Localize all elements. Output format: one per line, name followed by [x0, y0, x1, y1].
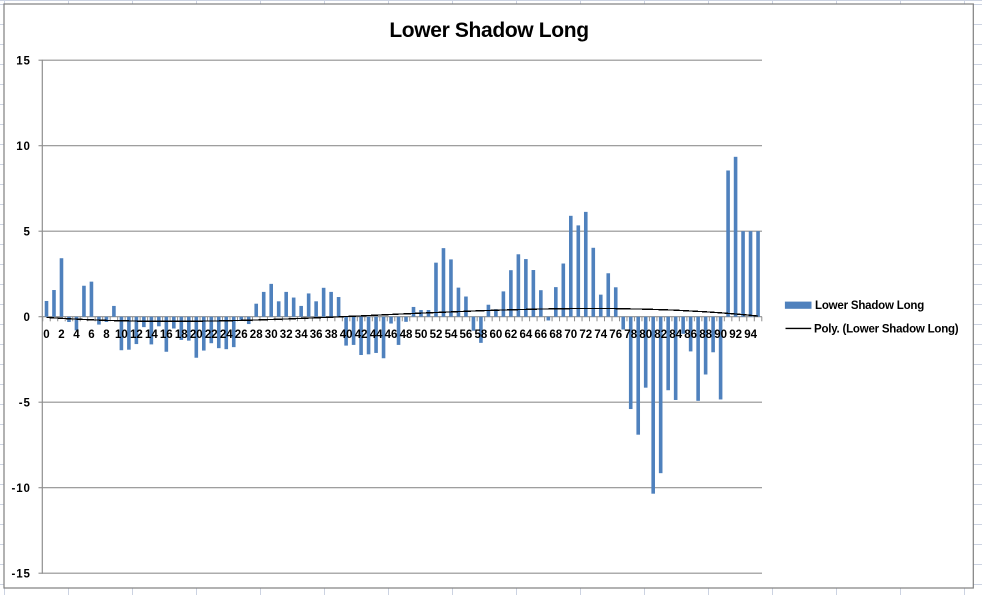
svg-text:70: 70 [564, 329, 577, 341]
svg-text:64: 64 [520, 329, 533, 341]
svg-text:72: 72 [579, 329, 592, 341]
svg-text:54: 54 [445, 329, 458, 341]
svg-text:0: 0 [43, 329, 49, 341]
svg-text:32: 32 [280, 329, 293, 341]
svg-text:88: 88 [699, 329, 712, 341]
svg-text:12: 12 [130, 329, 143, 341]
svg-text:Lower Shadow Long: Lower Shadow Long [389, 19, 588, 42]
svg-text:66: 66 [534, 329, 547, 341]
svg-text:44: 44 [370, 329, 383, 341]
svg-text:62: 62 [505, 329, 518, 341]
svg-text:40: 40 [340, 329, 353, 341]
svg-text:34: 34 [295, 329, 308, 341]
svg-text:10: 10 [115, 329, 128, 341]
svg-text:-15: -15 [11, 568, 30, 580]
svg-text:20: 20 [190, 329, 203, 341]
svg-text:90: 90 [714, 329, 727, 341]
svg-text:60: 60 [490, 329, 503, 341]
svg-text:50: 50 [415, 329, 428, 341]
svg-text:18: 18 [175, 329, 188, 341]
svg-text:10: 10 [16, 141, 31, 153]
svg-text:30: 30 [265, 329, 278, 341]
svg-text:78: 78 [624, 329, 637, 341]
svg-text:4: 4 [73, 329, 80, 341]
svg-text:-5: -5 [19, 397, 31, 409]
svg-text:15: 15 [16, 55, 31, 67]
svg-text:22: 22 [205, 329, 218, 341]
svg-text:0: 0 [24, 312, 31, 324]
svg-text:38: 38 [325, 329, 338, 341]
svg-text:-10: -10 [11, 483, 30, 495]
svg-text:74: 74 [594, 329, 607, 341]
svg-text:2: 2 [58, 329, 64, 341]
svg-text:Lower Shadow Long: Lower Shadow Long [815, 300, 924, 312]
svg-text:48: 48 [400, 329, 413, 341]
svg-text:5: 5 [24, 226, 31, 238]
svg-text:36: 36 [310, 329, 323, 341]
svg-text:92: 92 [729, 329, 742, 341]
svg-text:84: 84 [669, 329, 682, 341]
svg-text:24: 24 [220, 329, 233, 341]
svg-text:56: 56 [460, 329, 473, 341]
svg-text:8: 8 [103, 329, 110, 341]
svg-text:28: 28 [250, 329, 263, 341]
svg-text:80: 80 [639, 329, 652, 341]
svg-text:16: 16 [160, 329, 173, 341]
svg-text:68: 68 [549, 329, 562, 341]
svg-text:52: 52 [430, 329, 443, 341]
svg-text:86: 86 [684, 329, 697, 341]
svg-text:26: 26 [235, 329, 248, 341]
svg-text:46: 46 [385, 329, 398, 341]
svg-text:Poly. (Lower Shadow Long): Poly. (Lower Shadow Long) [814, 323, 959, 335]
svg-text:94: 94 [744, 329, 757, 341]
svg-text:14: 14 [145, 329, 158, 341]
svg-text:6: 6 [88, 329, 94, 341]
svg-text:76: 76 [609, 329, 622, 341]
svg-text:42: 42 [355, 329, 368, 341]
svg-text:82: 82 [654, 329, 667, 341]
svg-text:58: 58 [475, 329, 488, 341]
